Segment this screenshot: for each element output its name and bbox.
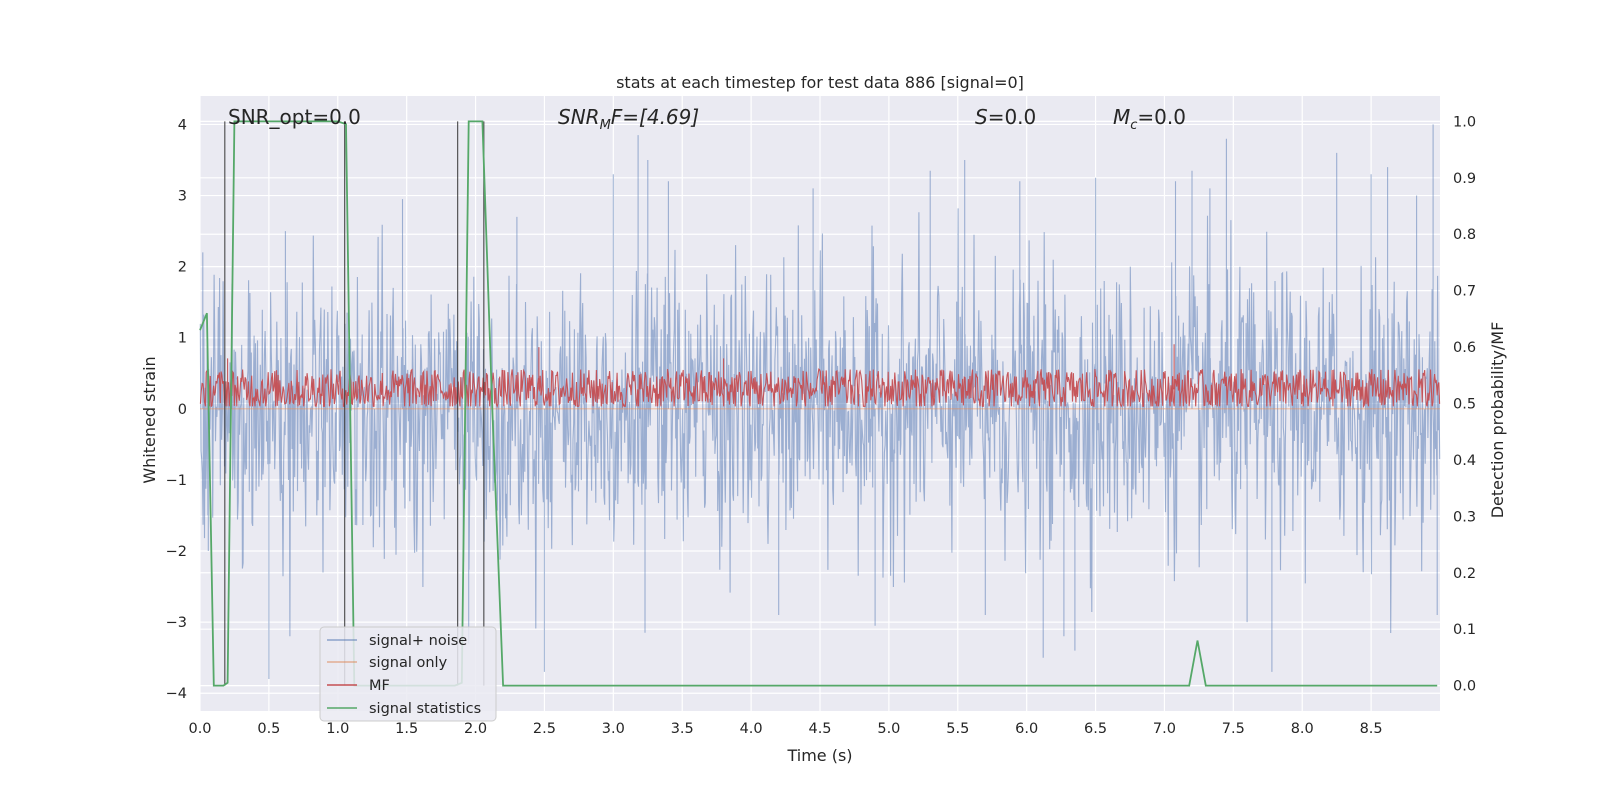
- y-tick-label: 0: [178, 402, 187, 418]
- ticks-layer: 0.0 0.5 1.0 1.5 2.0 2.5 3.0 3.5 4.0 4.5 5.0 5.5 6.0 6…: [166, 114, 1476, 737]
- series-signal-noise-line: [199, 124, 1441, 679]
- x-tick-label: 1.5: [395, 721, 418, 737]
- y-tick-label: −3: [166, 615, 187, 631]
- annotation-snr-mf: SNRMF=[4.69]: [558, 105, 699, 133]
- y2-tick-label: 0.9: [1453, 171, 1476, 187]
- y2-tick-label: 0.7: [1453, 284, 1476, 300]
- y2-axis-label: Detection probability/MF: [1488, 322, 1507, 519]
- annotation-s: S=0.0: [975, 105, 1036, 129]
- x-tick-label: 8.0: [1291, 721, 1314, 737]
- annotation-mc-sub: c: [1130, 118, 1137, 133]
- y2-tick-label: 1.0: [1453, 114, 1476, 130]
- y2-tick-label: 0.0: [1453, 679, 1476, 695]
- x-tick-label: 3.5: [671, 721, 694, 737]
- chart-title: stats at each timestep for test data 886…: [616, 73, 1024, 92]
- annotation-snr-mf-rest: F=[4.69]: [611, 105, 699, 129]
- x-axis-label: Time (s): [786, 746, 852, 765]
- y2-tick-label: 0.3: [1453, 509, 1476, 525]
- x-tick-label: 2.0: [464, 721, 487, 737]
- y-tick-label: 2: [178, 260, 187, 276]
- y-axis-label: Whitened strain: [140, 356, 159, 483]
- legend-label-signal-statistics: signal statistics: [369, 701, 481, 717]
- annotation-snr-mf-base: SNR: [558, 105, 600, 129]
- annotation-snr-opt: SNR_opt=0.0: [228, 105, 361, 129]
- y-tick-label: −1: [166, 473, 187, 489]
- series-mf-line: [199, 344, 1441, 409]
- x-tick-label: 6.0: [1015, 721, 1038, 737]
- x-tick-label: 5.0: [877, 721, 900, 737]
- x-tick-label: 1.0: [326, 721, 349, 737]
- legend-label-signal-noise: signal+ noise: [369, 633, 467, 649]
- x-tick-label: 7.5: [1222, 721, 1245, 737]
- legend-label-mf: MF: [369, 678, 390, 694]
- y2-tick-label: 0.5: [1453, 397, 1476, 413]
- annotation-s-base: S: [975, 105, 988, 129]
- x-tick-label: 2.5: [533, 721, 556, 737]
- annotation-mc-rest: =0.0: [1137, 105, 1186, 129]
- y-tick-label: 3: [178, 189, 187, 205]
- x-tick-label: 4.5: [808, 721, 831, 737]
- y2-tick-label: 0.8: [1453, 227, 1476, 243]
- x-tick-label: 0.0: [188, 721, 211, 737]
- y2-tick-label: 0.1: [1453, 622, 1476, 638]
- x-tick-label: 6.5: [1084, 721, 1107, 737]
- legend-box: [319, 626, 497, 722]
- x-tick-label: 5.5: [946, 721, 969, 737]
- y2-tick-label: 0.4: [1453, 453, 1476, 469]
- annotation-mc-base: M: [1113, 105, 1130, 129]
- x-tick-label: 8.5: [1360, 721, 1383, 737]
- legend-label-signal-only: signal only: [369, 655, 448, 671]
- x-tick-label: 4.0: [740, 721, 763, 737]
- y-tick-label: 4: [178, 117, 187, 133]
- y2-tick-label: 0.2: [1453, 566, 1476, 582]
- x-tick-label: 3.0: [602, 721, 625, 737]
- y-tick-label: −2: [166, 544, 187, 560]
- y-tick-label: 1: [178, 331, 187, 347]
- y-tick-label: −4: [166, 686, 187, 702]
- annotation-mc: Mc=0.0: [1113, 105, 1186, 133]
- legend: signal+ noise signal only MF signal stat…: [319, 626, 497, 722]
- annotation-s-rest: =0.0: [988, 105, 1037, 129]
- y2-tick-label: 0.6: [1453, 340, 1476, 356]
- x-tick-label: 0.5: [257, 721, 280, 737]
- annotation-snr-mf-sub: M: [600, 118, 611, 133]
- x-tick-label: 7.0: [1153, 721, 1176, 737]
